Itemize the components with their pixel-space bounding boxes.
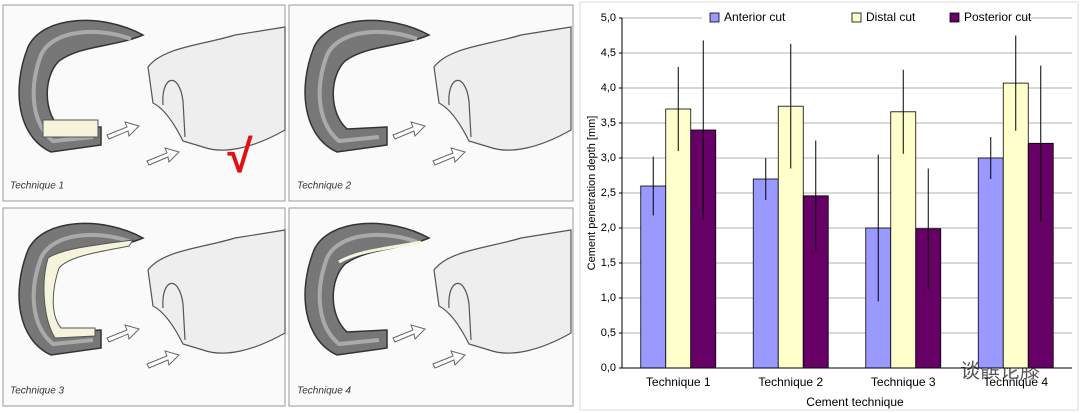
- legend-label: Anterior cut: [724, 10, 786, 24]
- illustration: [303, 221, 572, 369]
- legend-box: [702, 8, 1024, 28]
- y-tick-label: 0,0: [601, 362, 616, 374]
- x-tick-label: Technique 4: [983, 375, 1048, 389]
- y-axis-label: Cement penetration depth [mm]: [586, 116, 598, 271]
- x-axis-label: Cement technique: [806, 395, 904, 409]
- illustrations: Technique 1 Technique 2 Technique 3 Tech…: [2, 4, 574, 407]
- y-tick-label: 3,0: [601, 152, 616, 164]
- panel-label: Technique 4: [297, 386, 352, 397]
- x-tick-label: Technique 1: [646, 375, 711, 389]
- bar: [640, 185, 667, 369]
- y-tick-label: 4,5: [601, 47, 616, 59]
- legend-swatch: [709, 12, 720, 23]
- illustration: [17, 18, 286, 166]
- bar: [752, 178, 779, 369]
- panel-label: Technique 2: [297, 181, 352, 192]
- y-tick-label: 3,5: [601, 117, 616, 129]
- y-tick-label: 1,5: [601, 257, 616, 269]
- check-mark: √: [227, 130, 253, 182]
- legend-swatch: [949, 12, 960, 23]
- legend-swatch: [851, 12, 862, 23]
- panel-label: Technique 1: [10, 181, 64, 192]
- y-tick-label: 1,0: [601, 292, 616, 304]
- x-tick-label: Technique 3: [871, 375, 936, 389]
- y-tick-label: 5,0: [601, 12, 616, 24]
- y-tick-label: 2,5: [601, 187, 616, 199]
- bar: [665, 108, 692, 369]
- y-tick-label: 0,5: [601, 327, 616, 339]
- y-tick-label: 2,0: [601, 222, 616, 234]
- legend-label: Posterior cut: [964, 10, 1032, 24]
- panel-label: Technique 3: [10, 386, 65, 397]
- x-tick-label: Technique 2: [758, 375, 823, 389]
- legend-label: Distal cut: [866, 10, 916, 24]
- bar: [977, 157, 1004, 369]
- y-tick-label: 4,0: [601, 82, 616, 94]
- illustration: [17, 221, 286, 369]
